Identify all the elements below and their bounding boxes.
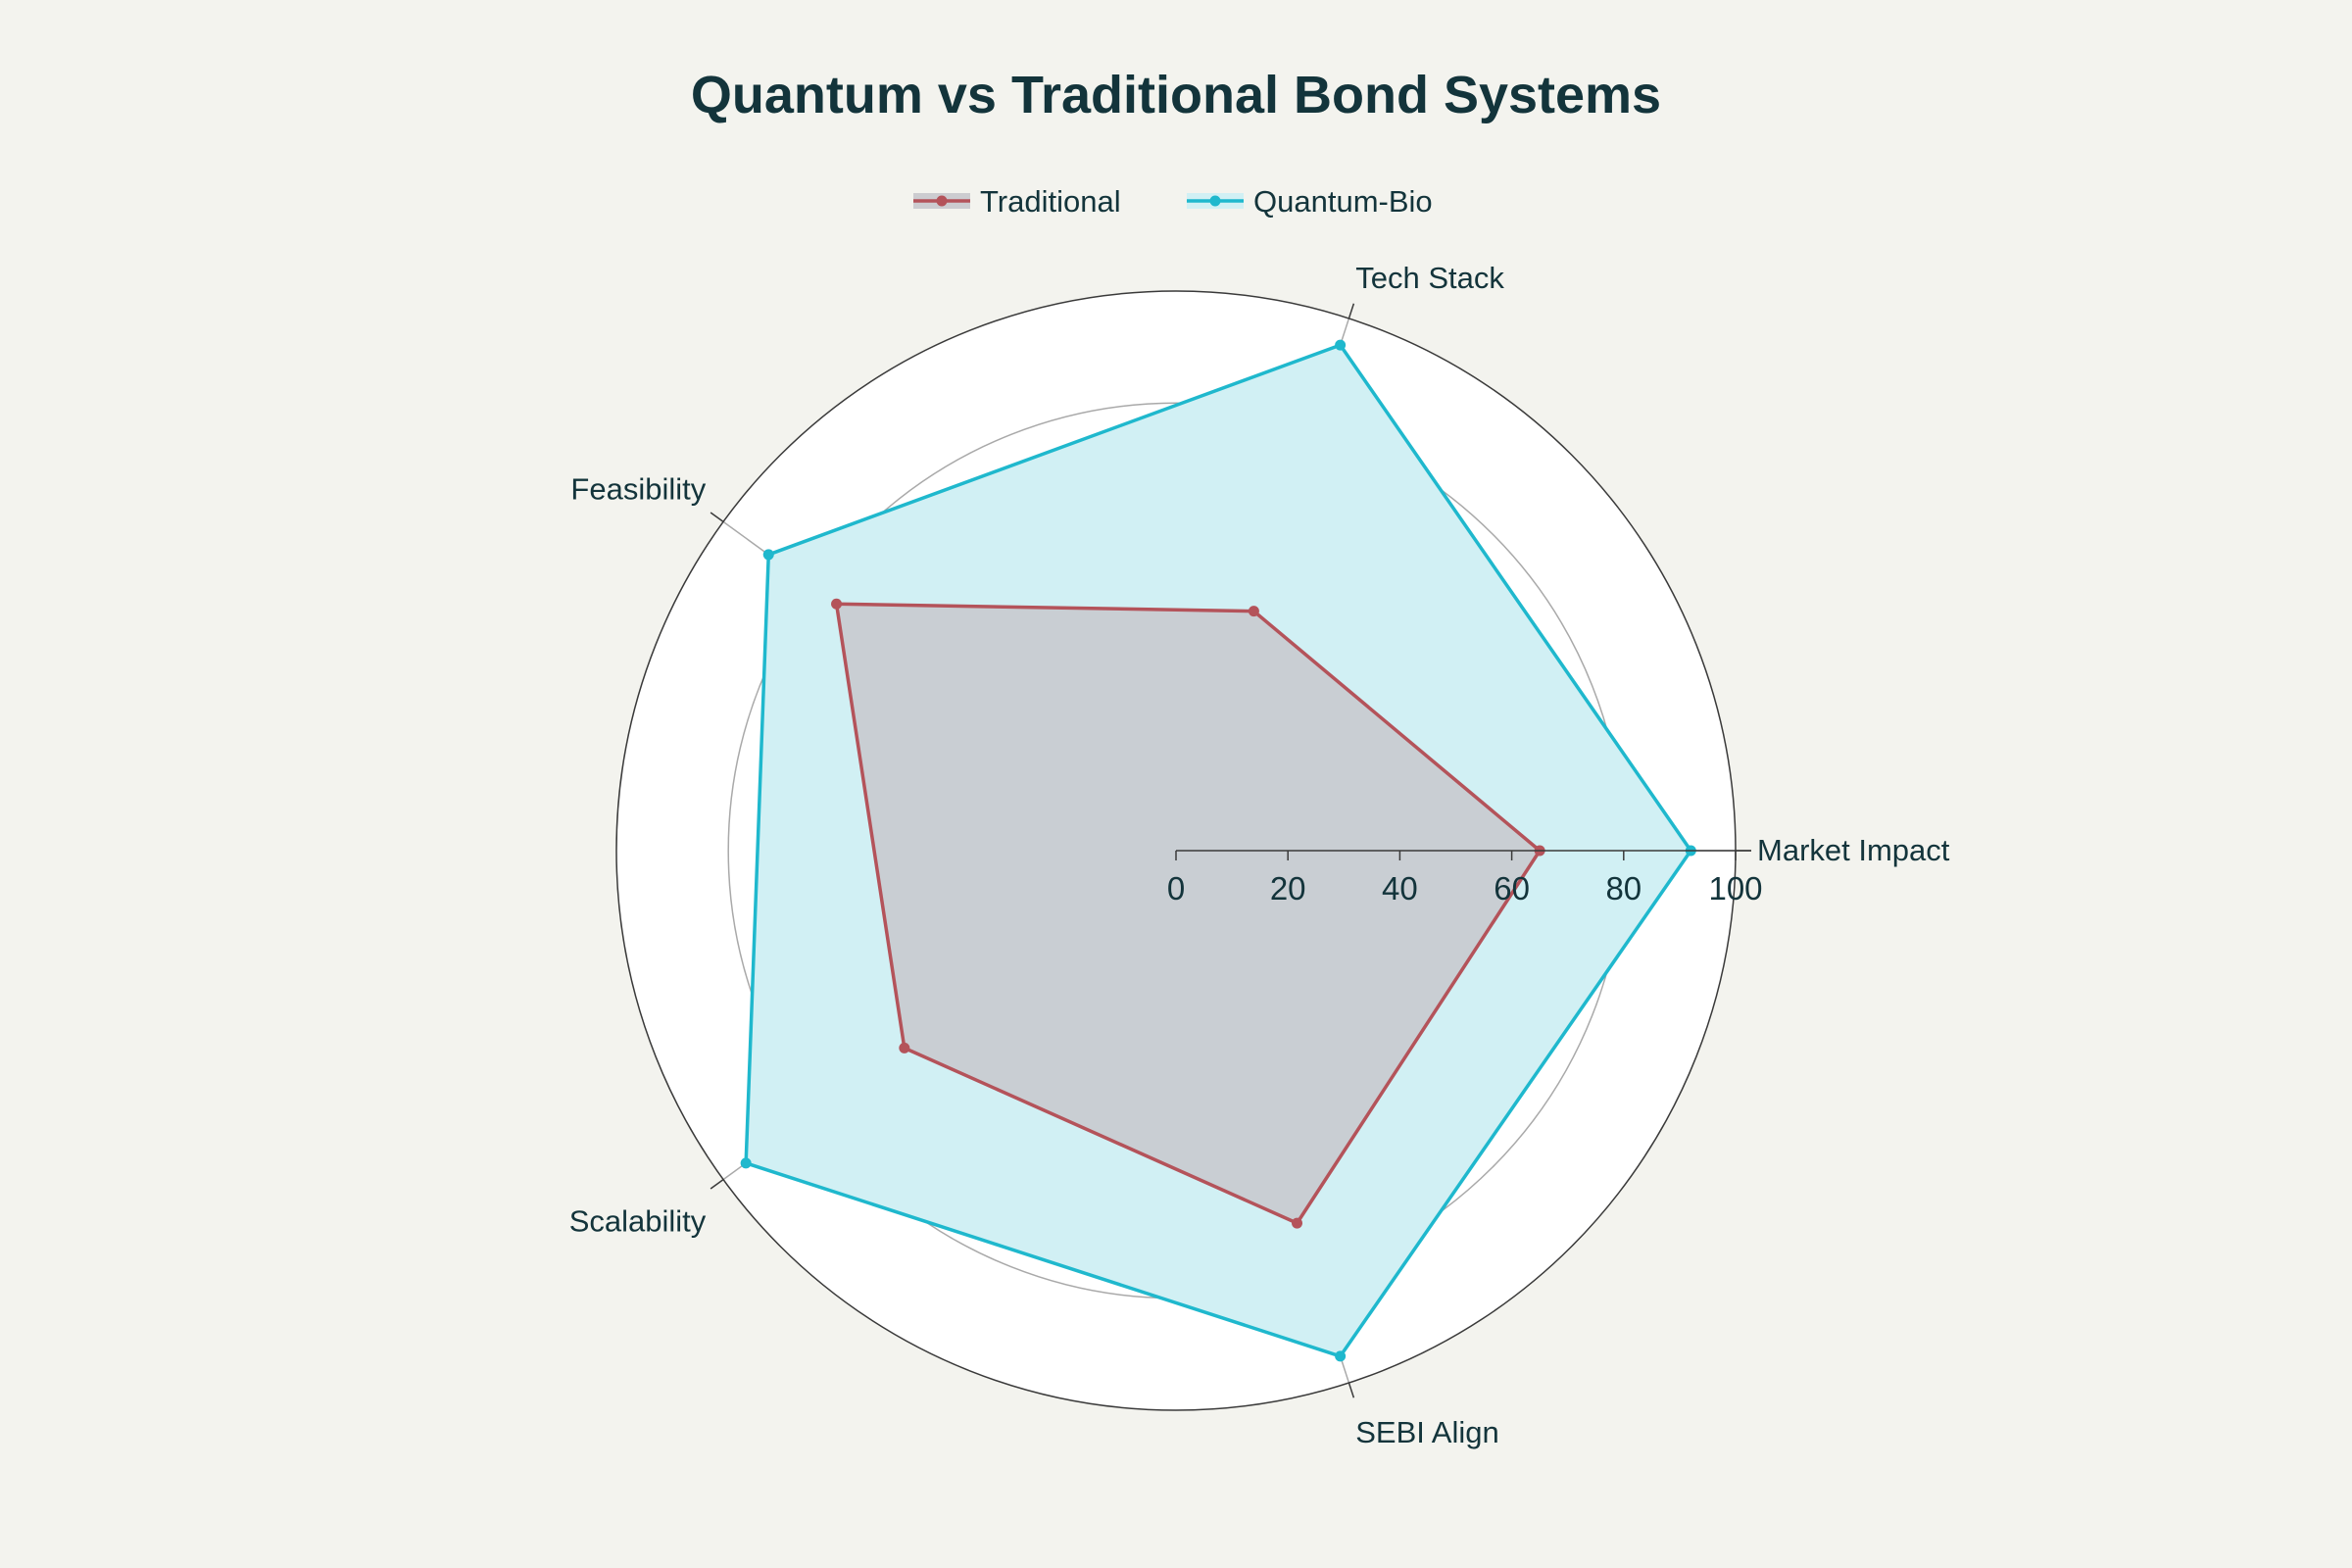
radial-tick-label: 20 (1270, 870, 1306, 906)
data-point-quantum-bio[interactable] (1335, 1350, 1347, 1362)
category-tick-mark (1348, 1382, 1355, 1398)
series-line-quantum-bio (744, 343, 1693, 1358)
legend: Traditional Quantum-Bio (913, 184, 1433, 219)
radial-tick-label: 80 (1605, 870, 1642, 906)
radial-tick-label: 100 (1708, 870, 1762, 906)
series-area-traditional (836, 604, 1541, 1224)
data-point-traditional[interactable] (831, 598, 843, 610)
category-label-feasibility: Feasibility (570, 471, 706, 506)
data-point-traditional[interactable] (899, 1042, 910, 1054)
category-label-sebi-align: SEBI Align (1355, 1415, 1498, 1449)
legend-item-traditional[interactable]: Traditional (913, 184, 1121, 219)
data-point-quantum-bio[interactable] (762, 549, 774, 561)
chart-title: Quantum vs Traditional Bond Systems (691, 66, 1661, 124)
category-label-scalability: Scalability (569, 1204, 707, 1239)
data-point-quantum-bio[interactable] (740, 1157, 752, 1169)
legend-label: Traditional (980, 184, 1121, 219)
data-point-traditional[interactable] (1248, 606, 1259, 617)
radial-tick-label: 40 (1382, 870, 1418, 906)
category-label-tech-stack: Tech Stack (1355, 261, 1504, 295)
legend-marker (936, 195, 948, 207)
series-line-traditional (834, 602, 1542, 1225)
category-label-market-impact: Market Impact (1757, 833, 1950, 867)
category-tick-mark (710, 1179, 724, 1190)
category-tick-mark (1348, 303, 1355, 319)
radial-tick-label: 0 (1167, 870, 1185, 906)
data-point-quantum-bio[interactable] (1335, 339, 1347, 351)
radial-tick-label: 60 (1494, 870, 1530, 906)
legend-item-quantum-bio[interactable]: Quantum-Bio (1187, 184, 1433, 219)
data-point-traditional[interactable] (1292, 1217, 1303, 1229)
legend-label: Quantum-Bio (1253, 184, 1433, 219)
legend-marker (1209, 195, 1221, 207)
category-tick-mark (710, 512, 724, 522)
